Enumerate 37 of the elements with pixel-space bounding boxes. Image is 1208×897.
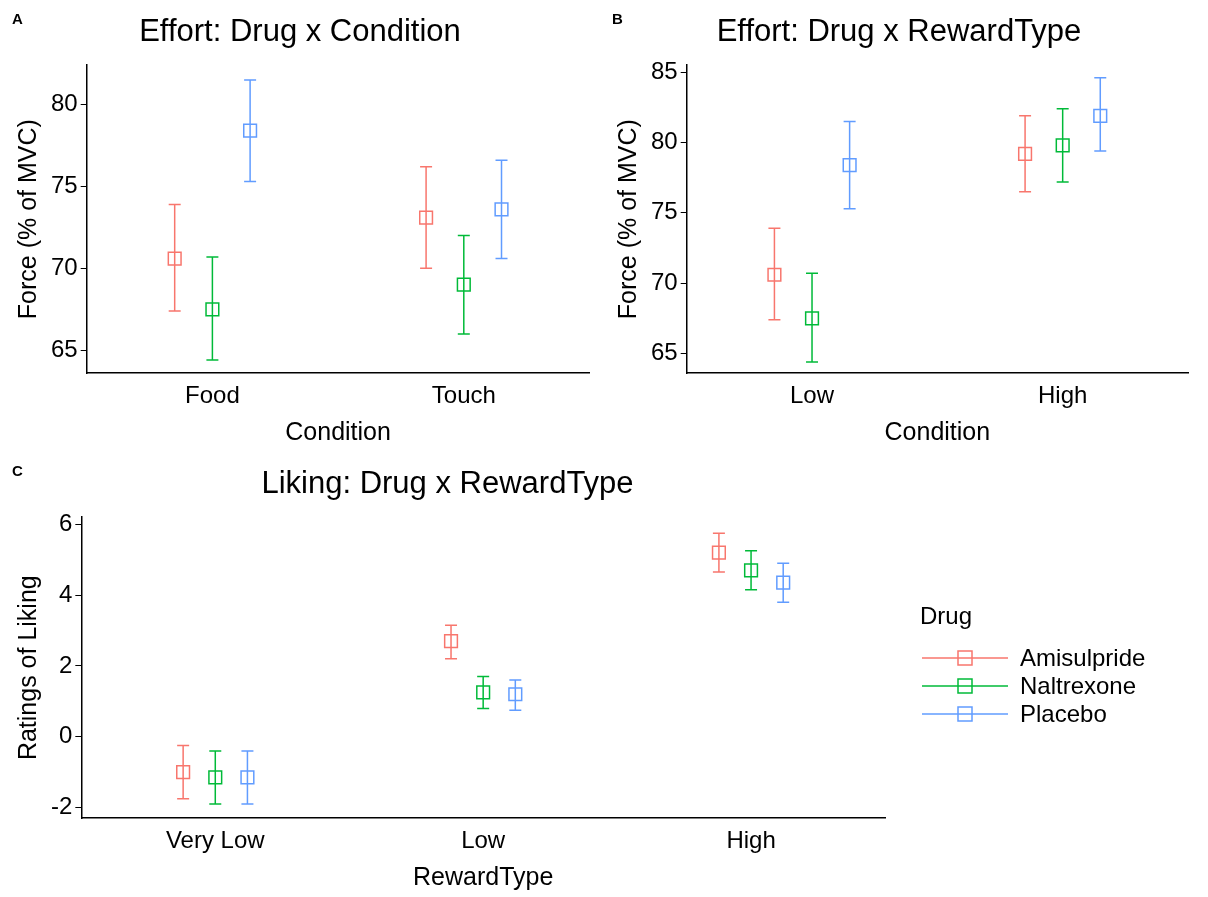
legend-label: Placebo — [1020, 700, 1107, 728]
y-tick-label: 80 — [50, 89, 78, 117]
y-tick-label: 75 — [650, 197, 678, 225]
chart-title: Effort: Drug x Condition — [139, 13, 461, 49]
x-tick-label: High — [1037, 381, 1088, 409]
y-tick-label: -2 — [51, 792, 73, 820]
x-tick-label: Very Low — [165, 826, 266, 854]
x-tick-label: Food — [185, 381, 240, 409]
chart-title: Liking: Drug x RewardType — [261, 465, 634, 501]
text: C — [12, 462, 23, 479]
x-tick-label: High — [726, 826, 776, 854]
x-tick-label: Low — [461, 826, 506, 854]
y-tick-label: 70 — [650, 267, 678, 295]
y-tick-label: 65 — [650, 338, 678, 366]
y-tick-label: 70 — [50, 252, 78, 280]
x-tick-label: Touch — [431, 381, 496, 409]
x-tick-label: Low — [790, 381, 835, 409]
y-axis-title: Force (% of MVC) — [12, 119, 41, 320]
x-axis-title: Condition — [285, 416, 391, 445]
y-tick-label: 4 — [58, 579, 73, 607]
x-axis-title: Condition — [884, 416, 991, 445]
chart-title: Effort: Drug x RewardType — [716, 13, 1082, 49]
y-tick-label: 6 — [58, 508, 73, 536]
y-tick-label: 85 — [650, 56, 678, 84]
y-tick-label: 80 — [650, 127, 678, 155]
text: A — [12, 10, 23, 27]
legend-label: Amisulpride — [1020, 644, 1146, 672]
x-axis-title: RewardType — [412, 861, 554, 890]
y-tick-label: 0 — [58, 721, 73, 749]
y-axis-title: Ratings of Liking — [12, 575, 41, 761]
legend-title: Drug — [920, 602, 974, 630]
y-tick-label: 65 — [50, 334, 78, 362]
y-tick-label: 75 — [50, 171, 78, 199]
y-axis-title: Force (% of MVC) — [612, 119, 641, 320]
text: B — [612, 10, 623, 27]
legend-label: Naltrexone — [1020, 672, 1137, 700]
y-tick-label: 2 — [58, 650, 73, 678]
